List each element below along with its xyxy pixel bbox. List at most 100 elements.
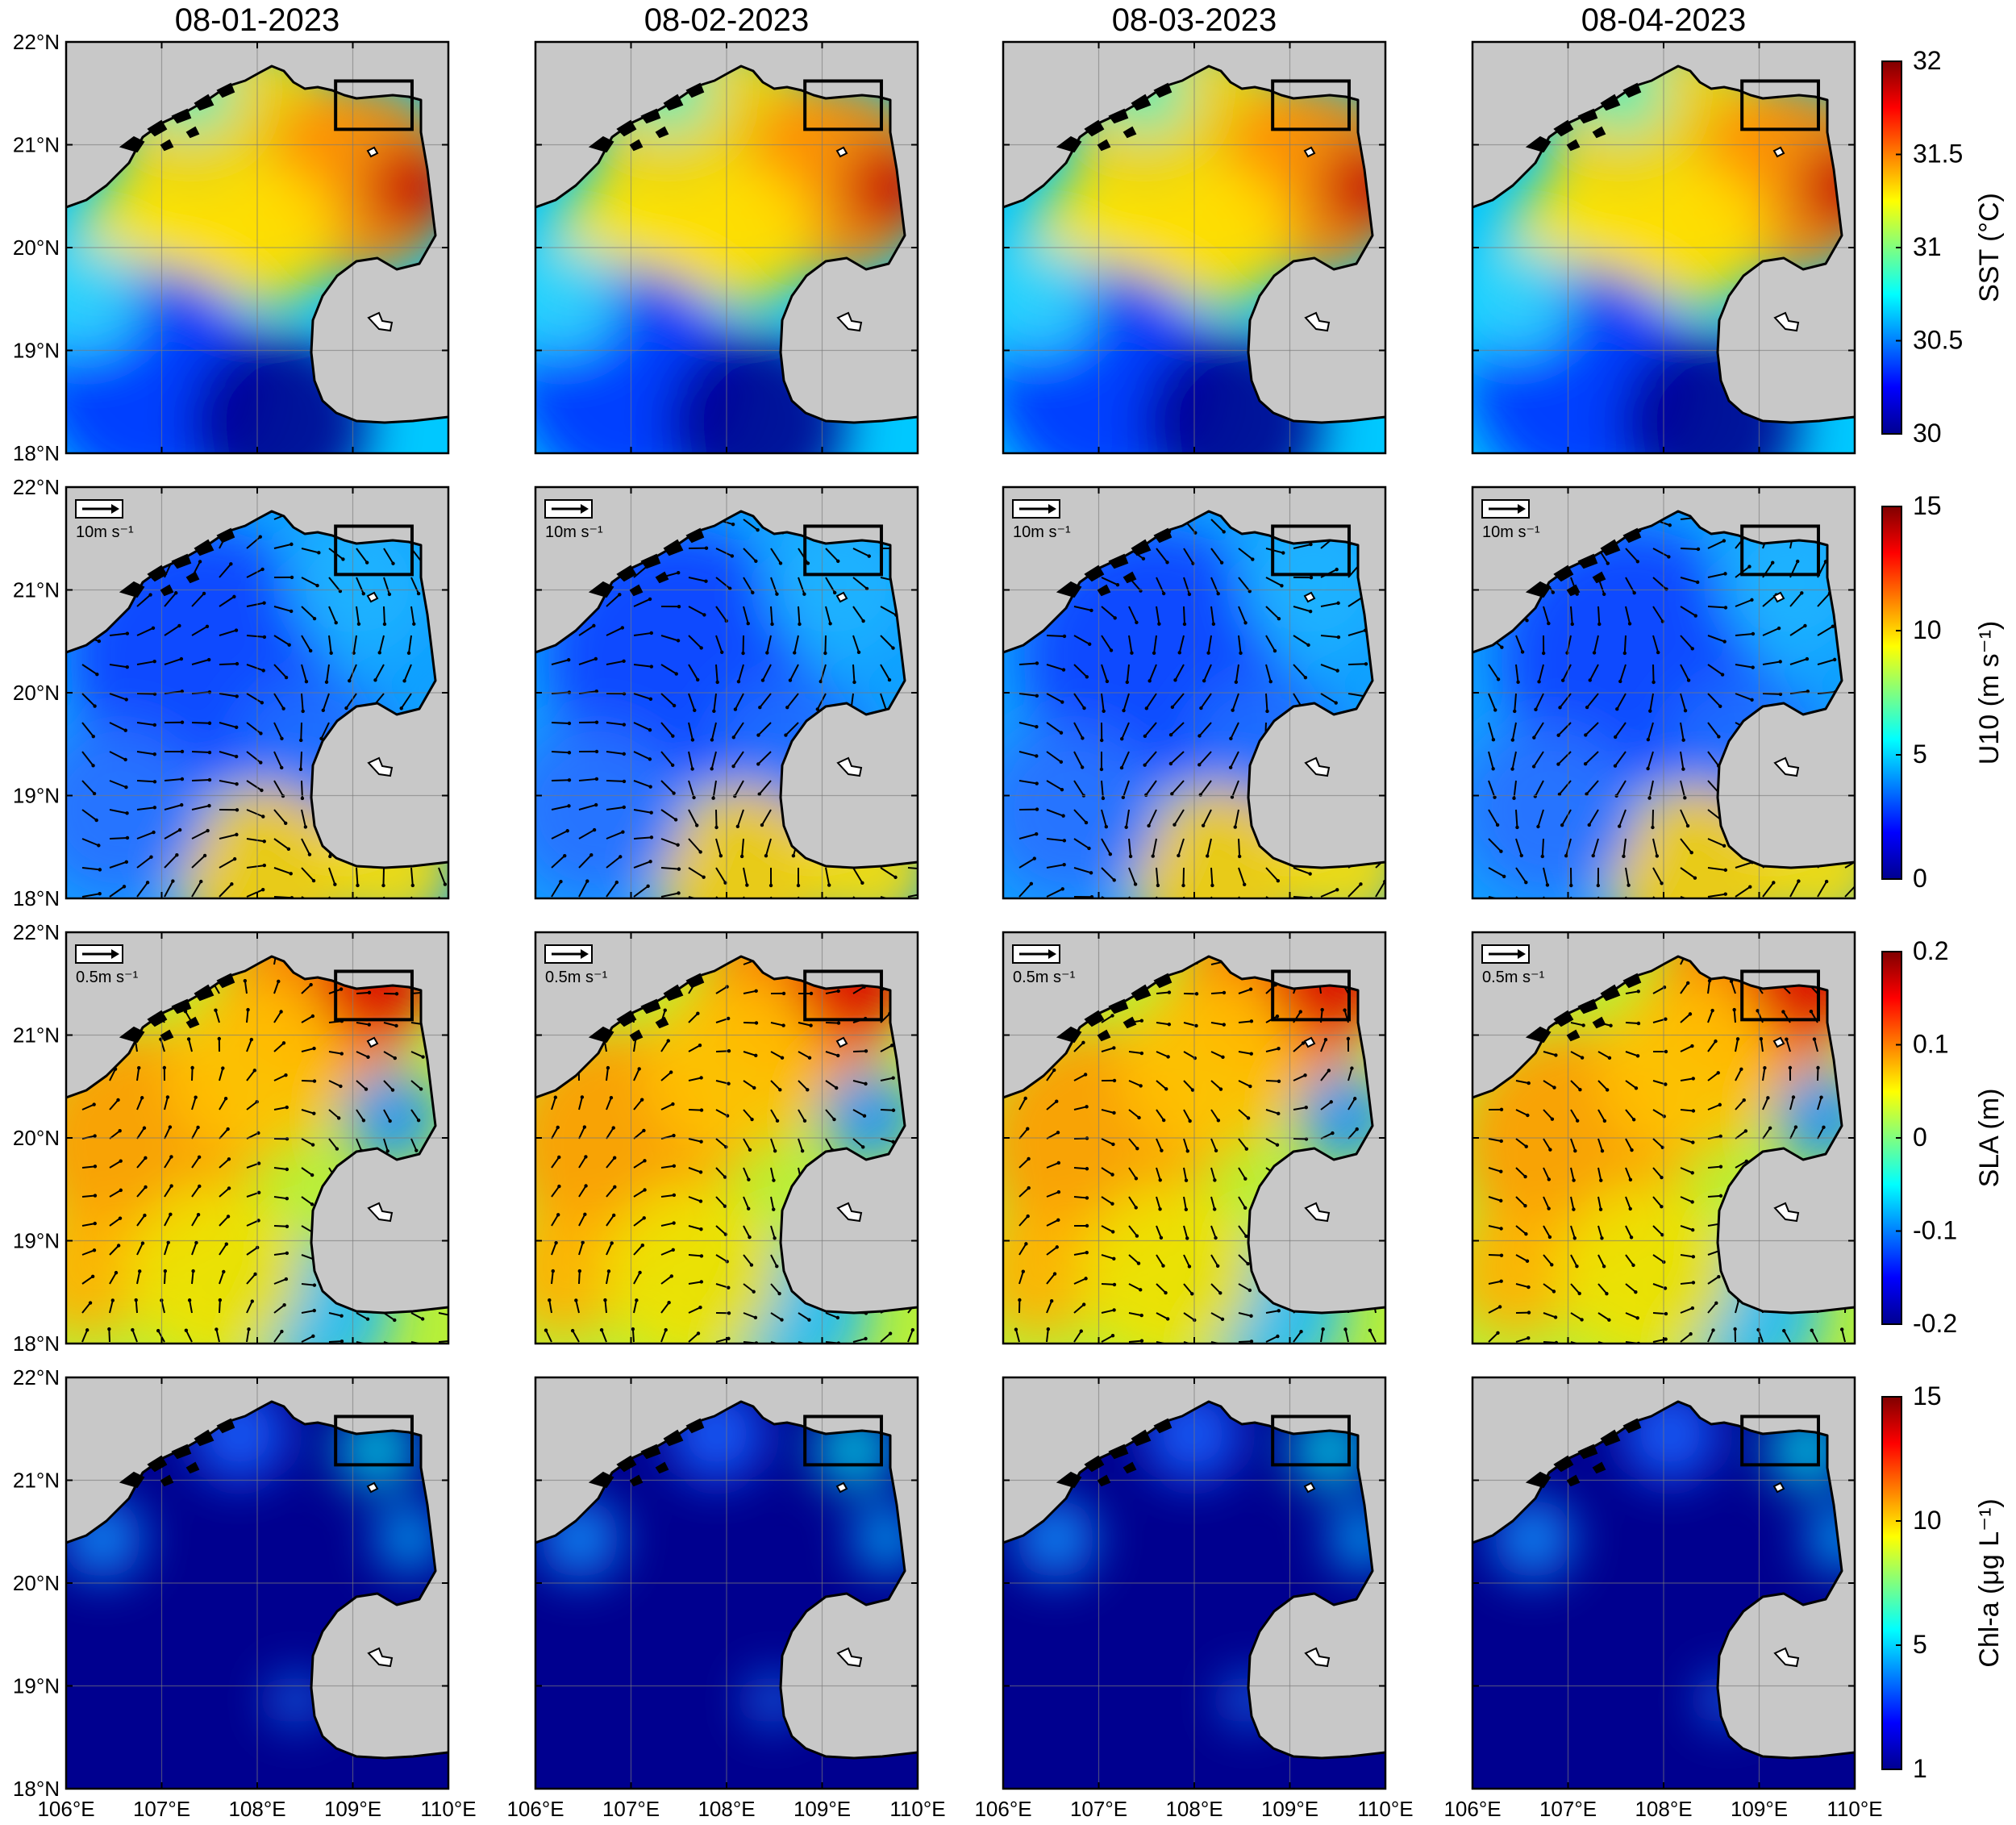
reference-arrow-label: 0.5m s⁻¹ (1482, 969, 1545, 986)
lat-tick-label: 19°N (13, 1229, 60, 1253)
reference-arrow-label: 10m s⁻¹ (545, 523, 603, 541)
lat-tick-label: 19°N (13, 339, 60, 363)
lat-tick-label: 20°N (13, 1126, 60, 1150)
reference-arrow-icon (1518, 504, 1526, 514)
study-area-box (1740, 969, 1820, 1022)
colorbar-tick-label: 5 (1913, 1630, 1927, 1659)
lon-tick-label: 107°E (602, 1797, 660, 1821)
lat-tick-label: 18°N (13, 1331, 60, 1356)
map-panel-u10-3: 10m s⁻¹ (1002, 485, 1387, 900)
date-header-4: 08-04-2023 (1581, 2, 1747, 38)
date-header-1: 08-01-2023 (175, 2, 340, 38)
reference-arrow-icon (1518, 949, 1526, 959)
colorbar-u10: 15 10 5 0 U10 (m s⁻¹) (1881, 491, 2005, 893)
lat-tick-label: 21°N (13, 578, 60, 602)
colorbar-tick-label: -0.1 (1913, 1216, 1957, 1245)
reference-arrow-icon (581, 504, 589, 514)
lat-tick-label: 21°N (13, 1023, 60, 1048)
colorbar-tick-label: 32 (1913, 46, 1942, 75)
lon-tick-label: 109°E (324, 1797, 381, 1821)
panel-grid: 10m s⁻¹ 10m s⁻¹ 10m s⁻¹ 10m s⁻¹ 0.5m s⁻¹ 0.5m… (65, 40, 1856, 1790)
colorbar-tick-label: 0 (1913, 1123, 1927, 1152)
map-panel-sst-1 (65, 40, 450, 455)
reference-arrow-icon (1048, 504, 1056, 514)
lat-tick-label: 19°N (13, 784, 60, 808)
date-headers: 08-01-2023 08-02-2023 08-03-2023 08-04-2023 (175, 2, 1747, 38)
colorbar-tick-label: 31.5 (1913, 140, 1963, 169)
colorbar-tick-label: 0.1 (1913, 1030, 1948, 1059)
lat-tick-label: 22°N (13, 1365, 60, 1390)
colorbar-tick-label: 10 (1913, 1506, 1942, 1535)
study-area-box (1271, 969, 1351, 1022)
lat-tick-label: 21°N (13, 1469, 60, 1493)
colorbar-title: SLA (m) (1974, 1089, 2005, 1188)
lat-tick-label: 18°N (13, 1777, 60, 1801)
colorbar-title: SST (°C) (1974, 193, 2005, 302)
study-area-box (334, 1415, 414, 1467)
map-panel-sla-4: 0.5m s⁻¹ (1471, 931, 1856, 1345)
map-panel-chl-a-1 (65, 1376, 450, 1790)
lon-tick-label: 110°E (1357, 1797, 1413, 1821)
lon-tick-label: 108°E (228, 1797, 285, 1821)
reference-arrow-label: 10m s⁻¹ (1482, 523, 1540, 541)
lat-tick-label: 21°N (13, 133, 60, 157)
reference-arrow-icon (111, 949, 119, 959)
lat-tick-label: 18°N (13, 441, 60, 465)
lon-tick-label: 107°E (1070, 1797, 1127, 1821)
colorbar-tick-label: 31 (1913, 232, 1942, 261)
colorbar-tick-label: 10 (1913, 615, 1942, 644)
colorbar-tick-label: 30.5 (1913, 326, 1963, 355)
map-panel-u10-1: 10m s⁻¹ (65, 485, 450, 900)
map-panel-chl-a-2 (534, 1376, 919, 1790)
lon-tick-label: 106°E (1443, 1797, 1501, 1821)
colorbar-sst: 32 31.5 31 30.5 30 SST (°C) (1881, 46, 2005, 448)
reference-arrow-label: 0.5m s⁻¹ (76, 969, 139, 986)
study-area-box (334, 524, 414, 577)
reference-arrow-label: 10m s⁻¹ (76, 523, 134, 541)
map-panel-chl-a-3 (1002, 1376, 1387, 1790)
lon-tick-label: 109°E (1731, 1797, 1788, 1821)
colorbar-tick-label: 15 (1913, 491, 1942, 520)
colorbar-chl-a: 15 10 5 1 Chl-a (μg L⁻¹) (1881, 1381, 2005, 1783)
study-area-box (1271, 1415, 1351, 1467)
colorbar-tick-label: 0 (1913, 864, 1927, 893)
lon-tick-label: 107°E (1539, 1797, 1597, 1821)
colorbar-tick-label: 1 (1913, 1754, 1927, 1783)
map-panel-sst-4 (1471, 40, 1856, 455)
latitude-axes: 22°N 21°N 20°N 19°N 18°N 22°N 21°N 20°N 19°N 18°N… (13, 30, 60, 1801)
study-area-box (1740, 79, 1820, 131)
colorbar-tick-label: -0.2 (1913, 1309, 1957, 1338)
lon-tick-label: 108°E (698, 1797, 755, 1821)
map-panel-chl-a-4 (1471, 1376, 1856, 1790)
study-area-box (1271, 79, 1351, 131)
study-area-box (1271, 524, 1351, 577)
reference-arrow-label: 0.5m s⁻¹ (1013, 969, 1076, 986)
colorbar-title: U10 (m s⁻¹) (1974, 621, 2005, 765)
lon-tick-label: 106°E (974, 1797, 1031, 1821)
colorbar-tick-label: 30 (1913, 419, 1942, 448)
map-panel-sst-2 (534, 40, 919, 455)
lat-tick-label: 22°N (13, 920, 60, 944)
study-area-box (1740, 524, 1820, 577)
colorbar-sla: 0.2 0.1 0 -0.1 -0.2 SLA (m) (1881, 936, 2005, 1338)
lon-tick-label: 108°E (1635, 1797, 1692, 1821)
study-area-box (803, 79, 883, 131)
reference-arrow-label: 10m s⁻¹ (1013, 523, 1071, 541)
colorbar-tick-label: 0.2 (1913, 936, 1948, 965)
map-panel-u10-2: 10m s⁻¹ (534, 485, 919, 900)
lat-tick-label: 22°N (13, 30, 60, 54)
lon-tick-label: 109°E (793, 1797, 851, 1821)
longitude-axis: 106°E 107°E 108°E 109°E 110°E 106°E 107°E 108°E… (37, 1797, 1882, 1821)
date-header-3: 08-03-2023 (1112, 2, 1277, 38)
reference-arrow-icon (581, 949, 589, 959)
lon-tick-label: 110°E (889, 1797, 945, 1821)
reference-arrow-icon (1048, 949, 1056, 959)
study-area-box (803, 524, 883, 577)
lat-tick-label: 20°N (13, 681, 60, 705)
study-area-box (1740, 1415, 1820, 1467)
lon-tick-label: 108°E (1165, 1797, 1223, 1821)
lat-tick-label: 19°N (13, 1674, 60, 1698)
map-panel-sla-1: 0.5m s⁻¹ (65, 931, 450, 1345)
study-area-box (803, 1415, 883, 1467)
